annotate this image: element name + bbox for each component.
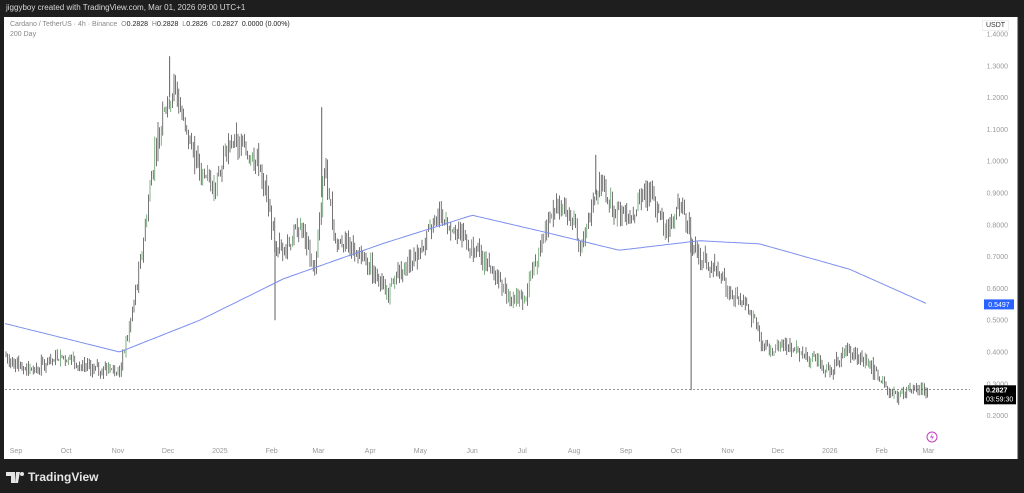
y-tick-label: 0.8000 <box>987 222 1009 229</box>
lightning-icon[interactable] <box>926 431 938 443</box>
candles <box>5 56 928 405</box>
y-tick-label: 0.3000 <box>987 381 1009 388</box>
close-label: C <box>211 21 217 28</box>
price-badge: 0.2827 03:59:30 <box>984 385 1016 405</box>
last-price-value: 0.2827 <box>986 387 1008 394</box>
open-label: O <box>121 21 127 28</box>
x-tick-label: Aug <box>568 448 581 455</box>
x-tick-label: 2025 <box>212 448 228 455</box>
y-tick-label: 0.6000 <box>987 286 1009 293</box>
y-tick-label: 1.1000 <box>987 127 1009 134</box>
symbol-legend: Cardano / TetherUS · 4h · Binance O0.282… <box>10 21 290 38</box>
y-tick-label: 0.5000 <box>987 318 1009 325</box>
countdown: 03:59:30 <box>986 396 1013 403</box>
x-tick-label: Feb <box>876 448 888 455</box>
currency-unit[interactable]: USDT <box>982 20 1010 31</box>
high-label: H <box>151 21 157 28</box>
y-tick-label: 0.9000 <box>987 191 1009 198</box>
x-tick-label: Mar <box>312 448 325 455</box>
x-tick-label: Jun <box>467 448 478 455</box>
y-tick-label: 1.3000 <box>987 63 1009 70</box>
x-tick-label: Dec <box>162 448 175 455</box>
x-tick-label: Jul <box>518 448 527 455</box>
x-tick-label: May <box>414 448 428 455</box>
chart-credit: jiggyboy created with TradingView.com, M… <box>6 3 246 12</box>
y-tick-label: 1.2000 <box>987 95 1009 102</box>
x-tick-label: Sep <box>10 448 23 455</box>
close-value: 0.2827 <box>216 21 238 28</box>
low-label: L <box>182 21 187 28</box>
brand-name: TradingView <box>28 470 99 484</box>
indicator-label[interactable]: 200 Day <box>10 31 37 38</box>
ma-badge: 0.5497 <box>984 299 1014 310</box>
x-tick-label: Sep <box>620 448 633 455</box>
symbol-title[interactable]: Cardano / TetherUS · 4h · Binance <box>10 21 118 28</box>
y-tick-label: 1.4000 <box>987 32 1009 39</box>
ma-value: 0.5497 <box>988 302 1010 309</box>
y-tick-label: 1.0000 <box>987 159 1009 166</box>
time-axis: Sep Oct Nov Dec 2025 Feb Mar Apr May Jun Jul Aug Sep… <box>10 448 935 455</box>
x-tick-label: Nov <box>722 448 735 455</box>
tradingview-logo[interactable]: TradingView <box>6 470 98 484</box>
high-value: 0.2828 <box>156 21 179 28</box>
chart-area[interactable] <box>4 17 1018 459</box>
x-tick-label: Feb <box>266 448 278 455</box>
low-value: 0.2826 <box>186 21 208 28</box>
x-tick-label: Nov <box>112 448 125 455</box>
tradingview-logo-icon <box>6 471 24 483</box>
x-tick-label: Dec <box>772 448 785 455</box>
x-tick-label: Oct <box>671 448 682 455</box>
y-tick-label: 0.7000 <box>987 254 1009 261</box>
price-axis: 1.4000 1.3000 1.2000 1.1000 1.0000 0.9000 0.80… <box>987 32 1009 421</box>
x-tick-label: 2026 <box>822 448 838 455</box>
y-tick-label: 0.2000 <box>987 413 1009 420</box>
x-tick-label: Apr <box>365 448 377 455</box>
open-value: 0.2828 <box>126 21 149 28</box>
change-value: 0.0000 (0.00%) <box>241 21 290 28</box>
y-tick-label: 0.4000 <box>987 350 1009 357</box>
moving-average-line <box>4 214 927 353</box>
x-tick-label: Mar <box>922 448 935 455</box>
x-tick-label: Oct <box>61 448 72 455</box>
